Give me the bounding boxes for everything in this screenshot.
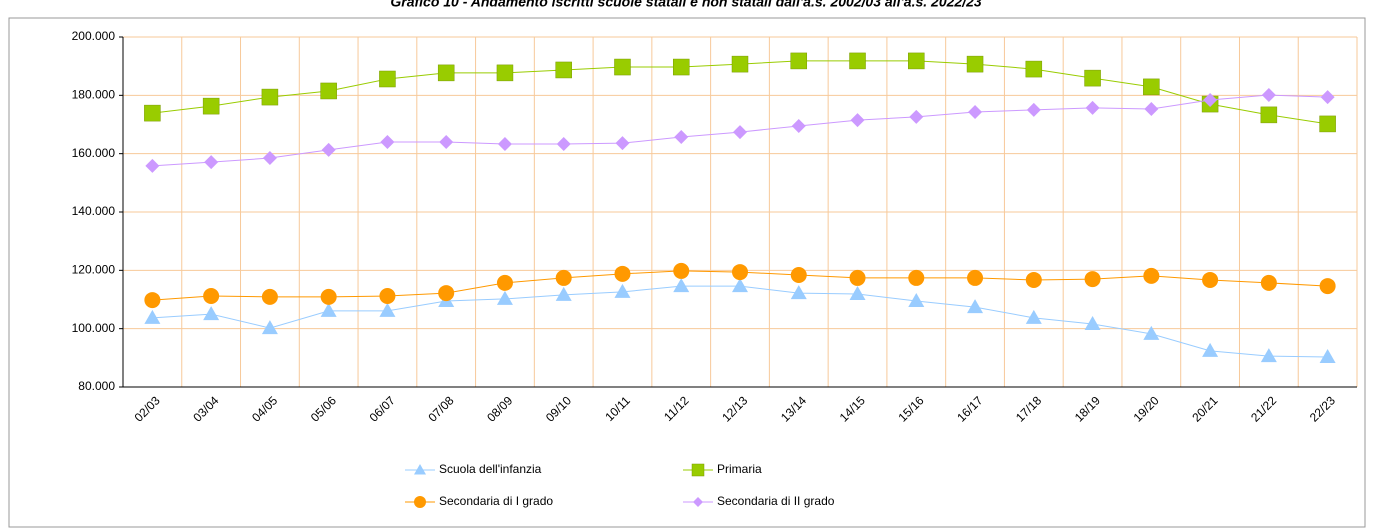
marker [614, 283, 631, 298]
marker [967, 269, 984, 286]
marker [1260, 106, 1278, 124]
marker [1260, 274, 1277, 291]
marker [849, 269, 866, 286]
marker [1025, 60, 1043, 78]
marker [261, 288, 278, 305]
marker [614, 265, 631, 282]
marker [1260, 348, 1277, 363]
marker [261, 88, 279, 106]
marker [731, 55, 749, 73]
legend-label: Secondaria di I grado [439, 494, 553, 508]
marker [693, 497, 703, 507]
y-tick-label: 120.000 [72, 263, 116, 277]
marker [379, 70, 396, 88]
marker [496, 274, 513, 291]
marker [204, 155, 219, 170]
marker [203, 288, 220, 304]
y-tick-label: 140.000 [72, 204, 116, 218]
marker [673, 278, 690, 293]
marker [1084, 69, 1101, 87]
marker [790, 267, 807, 283]
marker [414, 496, 426, 508]
marker [849, 52, 866, 70]
marker [850, 113, 865, 128]
marker [614, 58, 631, 76]
marker [908, 52, 925, 70]
marker [320, 288, 337, 305]
marker [732, 278, 748, 293]
chart-title: Grafico 10 - Andamento iscritti scuole s… [390, 0, 981, 10]
marker [261, 320, 278, 335]
legend-label: Primaria [717, 462, 762, 476]
marker [144, 104, 161, 122]
marker [909, 109, 924, 124]
marker [908, 292, 925, 307]
marker [1320, 90, 1335, 105]
marker [967, 299, 984, 314]
marker [380, 135, 395, 149]
marker [262, 151, 277, 166]
marker [439, 135, 454, 149]
legend-label: Secondaria di II grado [717, 494, 835, 508]
y-tick-label: 80.000 [78, 379, 115, 393]
y-tick-label: 100.000 [72, 321, 116, 335]
y-tick-label: 160.000 [72, 146, 116, 160]
marker [790, 285, 807, 300]
marker [496, 64, 514, 82]
marker [1261, 88, 1276, 103]
marker [849, 285, 866, 300]
marker [908, 269, 925, 286]
marker [438, 285, 455, 302]
marker [320, 302, 337, 317]
marker [556, 137, 571, 152]
marker [674, 130, 689, 145]
marker [1319, 115, 1336, 133]
marker [966, 55, 984, 73]
marker [379, 288, 396, 304]
marker [1084, 271, 1101, 288]
marker [733, 125, 747, 140]
marker [968, 104, 983, 119]
marker [555, 286, 572, 301]
marker [1202, 342, 1219, 357]
marker [615, 136, 630, 151]
marker [1025, 271, 1042, 288]
marker [321, 142, 336, 157]
marker [1026, 102, 1041, 117]
marker [202, 97, 220, 115]
marker [144, 309, 161, 324]
marker [1202, 271, 1219, 288]
marker [1144, 102, 1159, 117]
marker [1025, 309, 1042, 324]
legend-label: Scuola dell'infanzia [439, 462, 542, 476]
marker [379, 302, 396, 317]
marker [555, 269, 572, 286]
marker [496, 290, 513, 305]
marker [320, 82, 337, 100]
marker [1143, 267, 1160, 284]
marker [732, 264, 748, 281]
marker [1084, 316, 1101, 330]
marker [437, 64, 455, 82]
y-tick-label: 180.000 [72, 88, 116, 102]
marker [791, 118, 806, 133]
y-tick-label: 200.000 [72, 29, 116, 43]
marker [144, 292, 161, 309]
marker [673, 262, 690, 279]
marker [790, 52, 808, 70]
marker [1203, 93, 1218, 107]
marker [145, 158, 160, 173]
marker [1085, 100, 1100, 115]
marker [672, 58, 690, 76]
marker [1143, 325, 1160, 340]
marker [1143, 78, 1160, 96]
marker [414, 464, 426, 475]
marker [1319, 278, 1336, 295]
marker [203, 306, 220, 321]
marker [691, 463, 705, 477]
marker [1319, 348, 1336, 363]
marker [555, 61, 572, 79]
marker [497, 137, 512, 152]
